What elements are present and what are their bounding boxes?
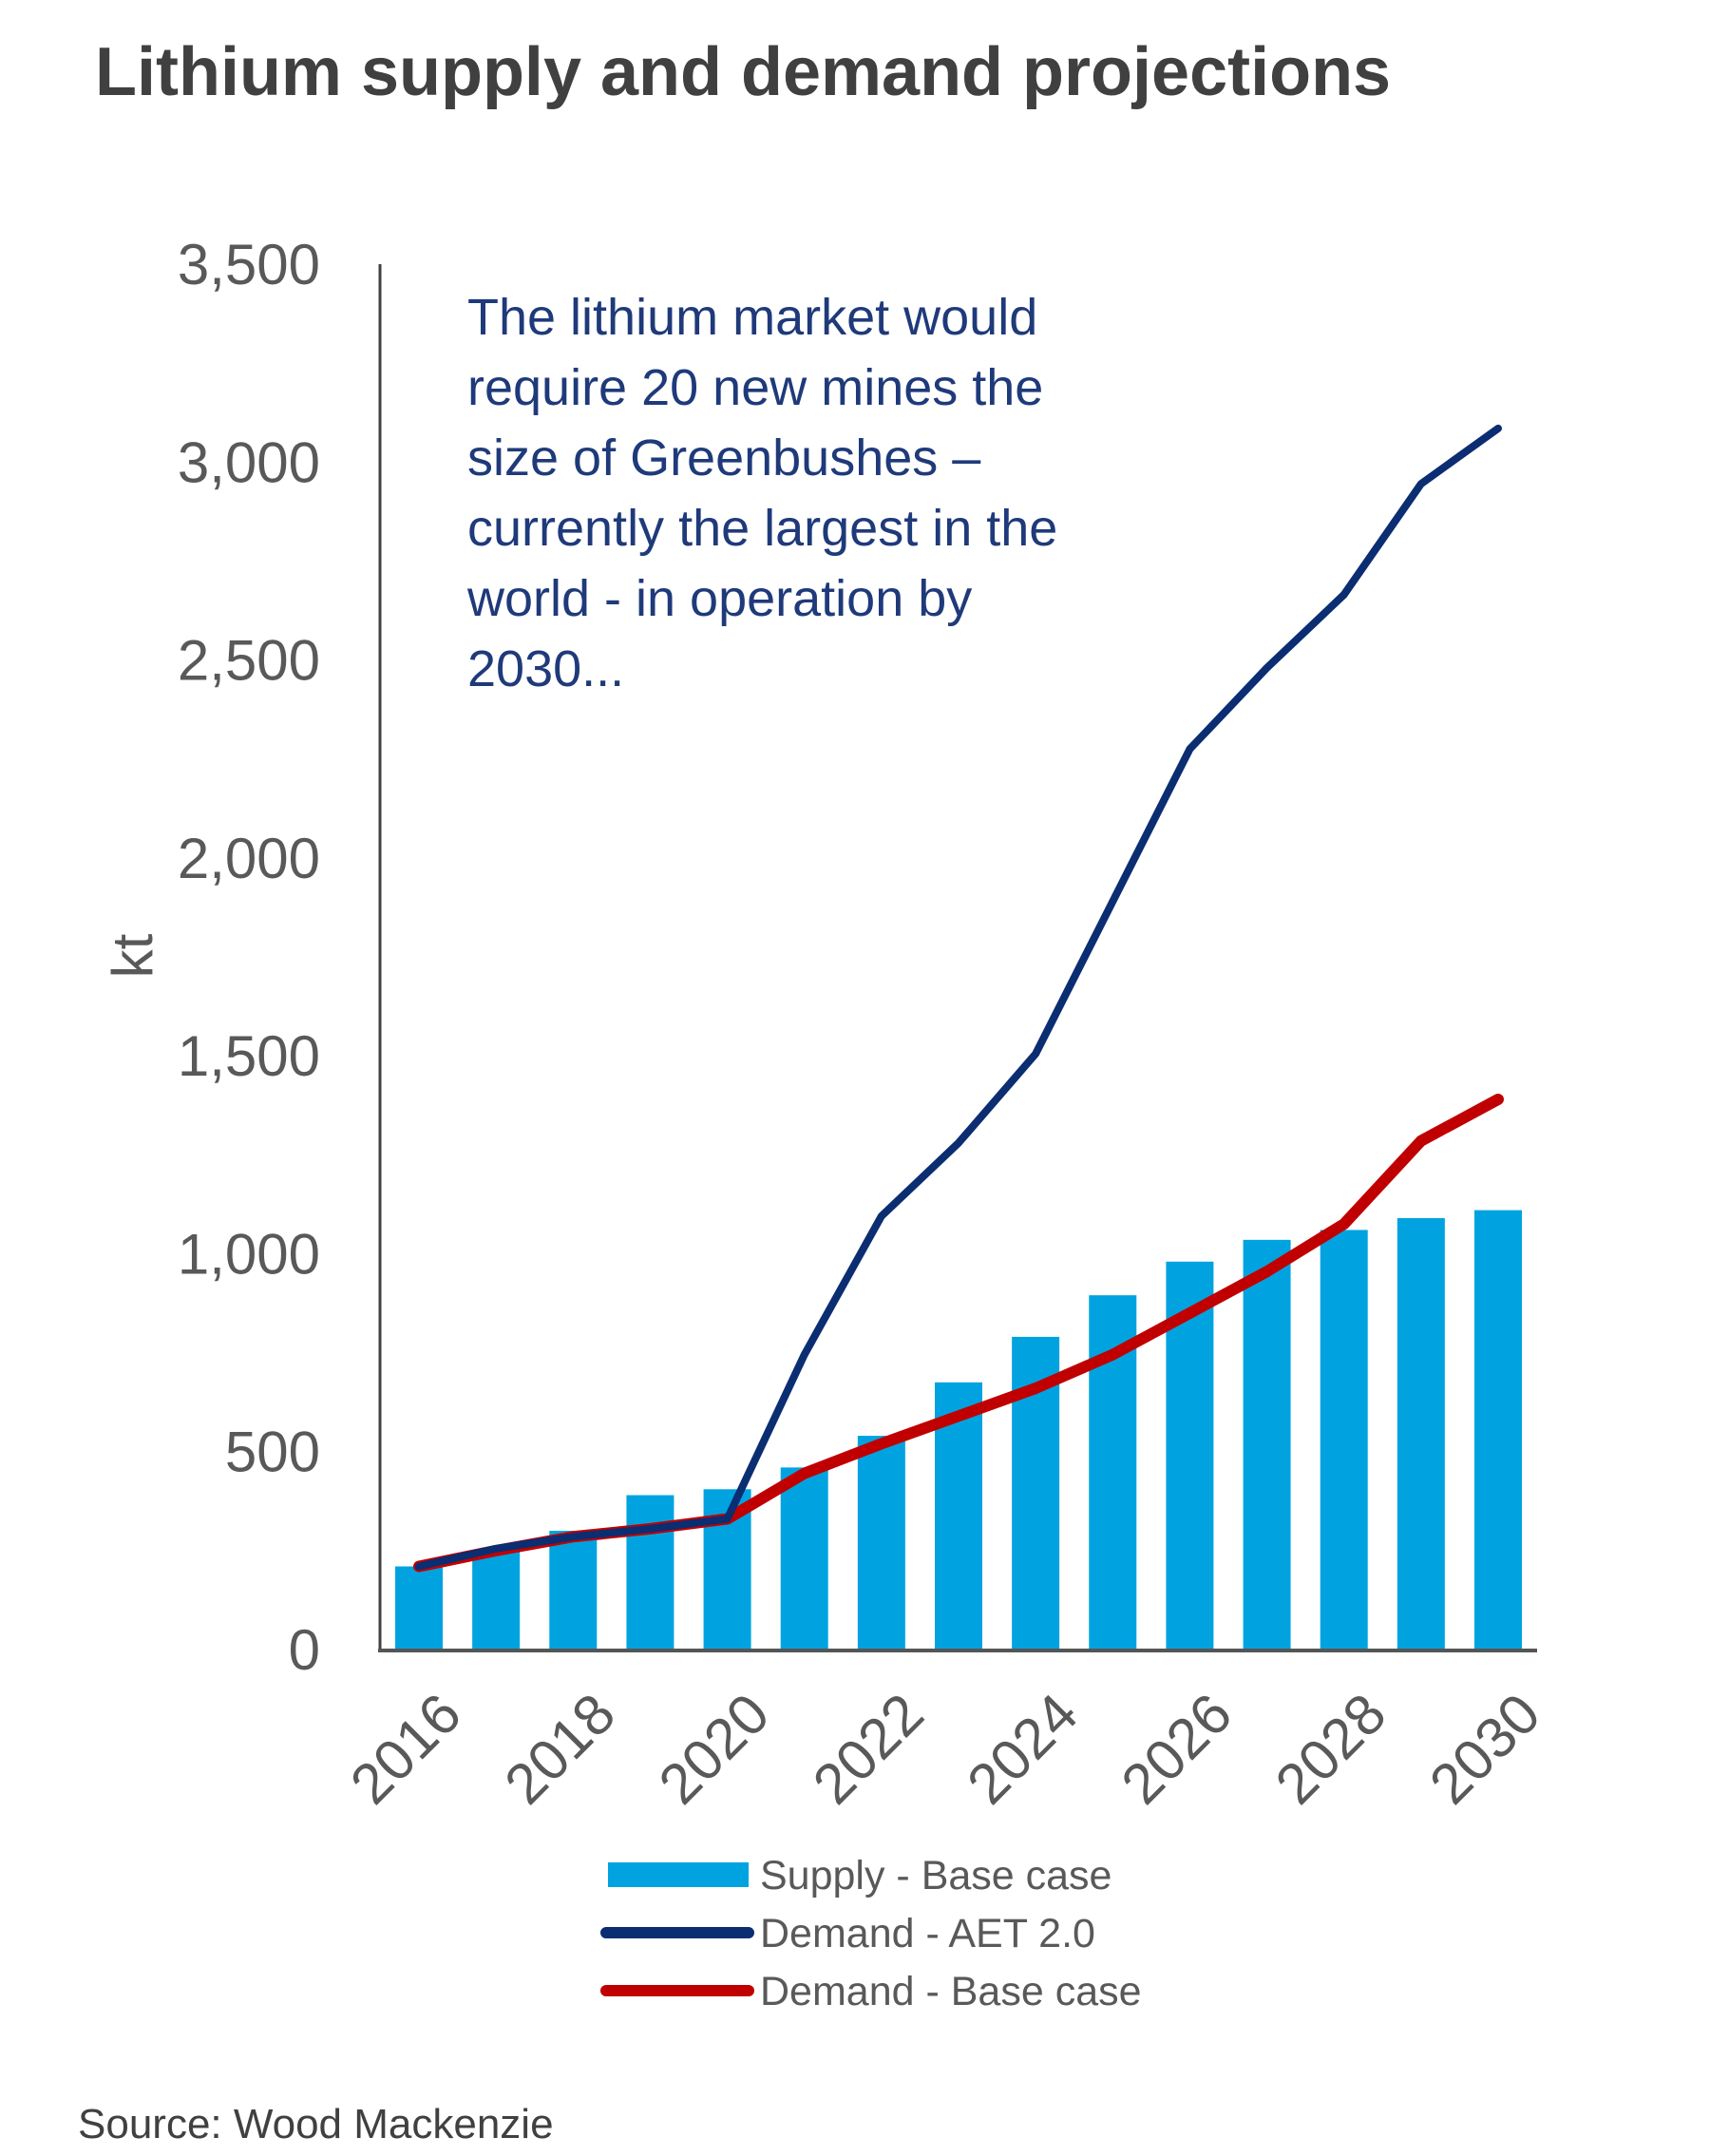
x-tick-label: 2020 [647,1682,782,1817]
y-axis-label: kt [101,933,164,978]
x-tick-label: 2018 [492,1682,627,1817]
x-tick-label: 2026 [1110,1682,1244,1817]
y-axis-ticks: 0 500 1,000 1,500 2,000 2,500 3,000 3,500 [178,233,320,1682]
annotation-line: world - in operation by [466,570,972,627]
annotation-line: The lithium market would [467,289,1037,346]
source-note: Source: Wood Mackenzie [78,2101,554,2147]
demand-lines [413,424,1504,1573]
y-tick-label: 1,500 [178,1024,320,1088]
bar-supply-2028 [1320,1230,1368,1650]
x-tick-label: 2022 [801,1682,936,1817]
annotation: The lithium market would require 20 new m… [466,289,1057,697]
legend: Supply - Base case Demand - AET 2.0 Demand… [600,1853,1142,2014]
x-axis-ticks: 2016 2018 2020 2022 2024 2026 2028 2030 [338,1682,1552,1817]
y-tick-label: 2,000 [178,827,320,890]
bar-supply-2017 [472,1550,521,1650]
annotation-line: size of Greenbushes – [467,429,980,487]
bar-supply-2019 [626,1495,674,1650]
x-tick-label: 2024 [955,1682,1090,1817]
x-tick-label: 2016 [338,1682,473,1817]
y-tick-label: 500 [225,1421,320,1484]
legend-label: Demand - Base case [760,1969,1142,2014]
supply-bars [395,1210,1522,1650]
bar-supply-2030 [1474,1210,1522,1650]
bar-supply-2022 [857,1436,905,1650]
annotation-line: currently the largest in the [467,500,1057,557]
y-tick-label: 3,000 [178,430,320,494]
legend-swatch-supply [608,1862,749,1887]
bar-supply-2021 [780,1467,828,1650]
bar-supply-2029 [1396,1217,1445,1650]
y-tick-label: 3,500 [178,233,320,296]
legend-label: Demand - AET 2.0 [760,1911,1095,1956]
bar-supply-2018 [549,1531,598,1650]
y-tick-label: 1,000 [178,1222,320,1286]
x-tick-label: 2030 [1417,1682,1552,1817]
chart-title: Lithium supply and demand projections [95,34,1391,110]
bar-supply-2027 [1243,1239,1291,1650]
bar-supply-2016 [395,1566,443,1650]
legend-label: Supply - Base case [760,1853,1112,1898]
x-tick-label: 2028 [1264,1682,1398,1817]
y-tick-label: 2,500 [178,629,320,693]
annotation-line: 2030... [467,640,624,697]
y-tick-label: 0 [289,1618,320,1682]
annotation-line: require 20 new mines the [467,359,1043,416]
